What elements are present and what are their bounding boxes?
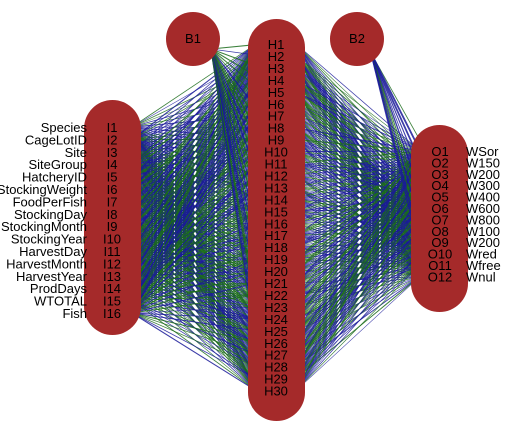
hidden-node-label: H30 [264,384,288,399]
output-variable-label: Wnul [466,269,496,284]
input-variable-label: Fish [62,306,87,321]
bias-label-b2: B2 [349,31,365,46]
bias-label-b1: B1 [185,31,201,46]
output-node-label: O12 [428,269,453,284]
input-node-label: I16 [103,306,121,321]
